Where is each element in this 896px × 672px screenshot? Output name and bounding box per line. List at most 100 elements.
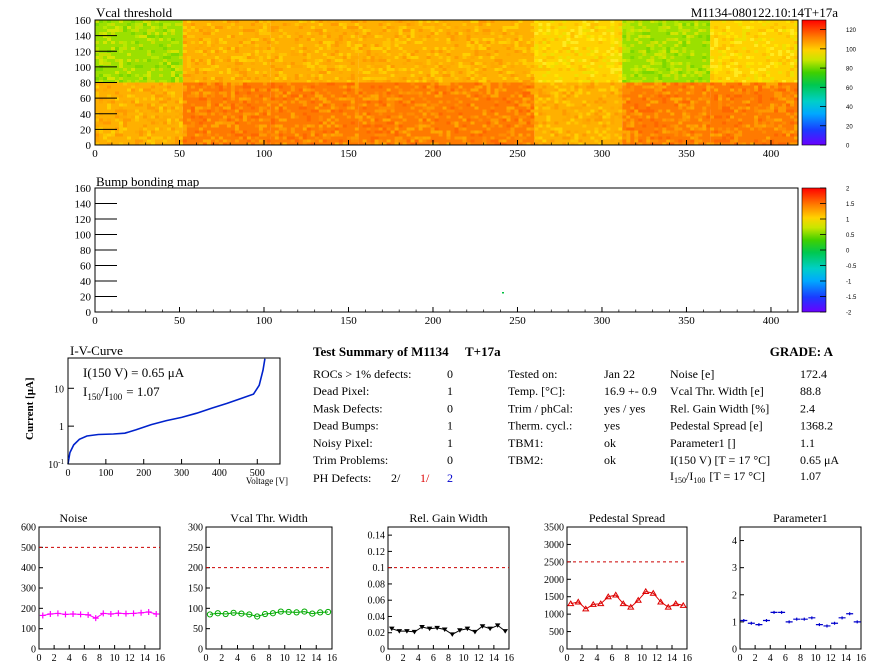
pixel-cell: [446, 41, 451, 44]
pixel-cell: [610, 68, 615, 71]
pixel-cell: [370, 59, 375, 62]
pixel-cell: [238, 82, 243, 86]
pixel-cell: [370, 62, 375, 65]
pixel-cell: [422, 47, 427, 50]
pixel-cell: [182, 127, 187, 131]
pixel-cell: [794, 127, 799, 131]
pixel-cell: [782, 115, 787, 119]
pixel-cell: [574, 115, 579, 119]
pixel-cell: [326, 77, 331, 80]
pixel-cell: [366, 115, 371, 119]
pixel-cell: [422, 139, 427, 143]
pixel-cell: [534, 44, 539, 47]
pixel-cell: [107, 62, 111, 65]
pixel-cell: [718, 121, 723, 125]
roc-point: [762, 619, 770, 623]
pixel-cell: [654, 85, 659, 89]
pixel-cell: [522, 82, 527, 86]
pixel-cell: [370, 71, 375, 74]
pixel-cell: [486, 23, 491, 26]
pixel-cell: [774, 127, 779, 131]
pixel-cell: [534, 26, 539, 29]
pixel-cell: [762, 91, 767, 95]
pixel-cell: [139, 35, 143, 38]
pixel-cell: [626, 115, 631, 119]
pixel-cell: [478, 97, 483, 101]
pixel-cell: [526, 121, 531, 125]
pixel-cell: [662, 130, 667, 134]
pixel-cell: [406, 100, 411, 104]
pixel-cell: [111, 23, 115, 26]
pixel-cell: [302, 133, 307, 137]
y-tick-label: 60: [80, 93, 92, 105]
pixel-cell: [246, 65, 251, 68]
pixel-cell: [638, 109, 643, 113]
pixel-cell: [470, 115, 475, 119]
pixel-cell: [498, 124, 503, 128]
pixel-cell: [782, 112, 787, 116]
roc-point: [441, 627, 448, 632]
pixel-cell: [426, 74, 431, 77]
pixel-cell: [554, 91, 559, 95]
pixel-cell: [238, 97, 243, 101]
pixel-cell: [642, 44, 647, 47]
parameter-row-value: 1368.2: [800, 419, 833, 433]
pixel-cell: [442, 20, 447, 23]
pixel-cell: [310, 74, 315, 77]
pixel-cell: [143, 20, 147, 23]
pixel-cell: [330, 53, 335, 56]
pixel-cell: [107, 56, 111, 59]
pixel-cell: [206, 29, 211, 32]
pixel-cell: [650, 142, 655, 146]
pixel-cell: [786, 77, 791, 80]
pixel-cell: [378, 32, 383, 35]
pixel-cell: [179, 124, 183, 128]
pixel-cell: [630, 121, 635, 125]
pixel-cell: [382, 127, 387, 131]
pixel-cell: [686, 56, 691, 59]
pixel-cell: [582, 47, 587, 50]
pixel-cell: [478, 130, 483, 134]
pixel-cell: [718, 80, 723, 83]
pixel-cell: [554, 94, 559, 98]
pixel-cell: [554, 74, 559, 77]
pixel-cell: [546, 53, 551, 56]
pixel-cell: [270, 50, 275, 53]
pixel-cell: [250, 88, 255, 92]
pixel-cell: [179, 142, 183, 146]
pixel-cell: [682, 65, 687, 68]
pixel-cell: [171, 50, 175, 53]
pixel-cell: [186, 59, 191, 62]
pixel-cell: [786, 103, 791, 107]
pixel-cell: [582, 124, 587, 128]
pixel-cell: [626, 100, 631, 104]
pixel-cell: [414, 97, 419, 101]
pixel-cell: [726, 35, 731, 38]
pixel-cell: [450, 74, 455, 77]
pixel-cell: [410, 74, 415, 77]
pixel-cell: [270, 85, 275, 89]
pixel-cell: [346, 35, 351, 38]
pixel-cell: [486, 88, 491, 92]
pixel-cell: [566, 38, 571, 41]
pixel-cell: [119, 65, 123, 68]
pixel-cell: [598, 118, 603, 122]
roc-point: [574, 598, 582, 605]
pixel-cell: [450, 47, 455, 50]
pixel-cell: [131, 68, 135, 71]
pixel-cell: [738, 59, 743, 62]
pixel-cell: [630, 94, 635, 98]
pixel-cell: [210, 106, 215, 110]
pixel-cell: [322, 88, 327, 92]
pixel-cell: [622, 112, 627, 116]
vcal-color-palette: [801, 19, 827, 146]
pixel-cell: [790, 103, 795, 107]
pixel-cell: [330, 68, 335, 71]
pixel-cell: [378, 118, 383, 122]
pixel-cell: [662, 50, 667, 53]
pixel-cell: [163, 26, 167, 29]
info-row-label: Tested on:: [508, 367, 557, 381]
pixel-cell: [646, 139, 651, 143]
pixel-cell: [242, 53, 247, 56]
pixel-cell: [494, 94, 499, 98]
